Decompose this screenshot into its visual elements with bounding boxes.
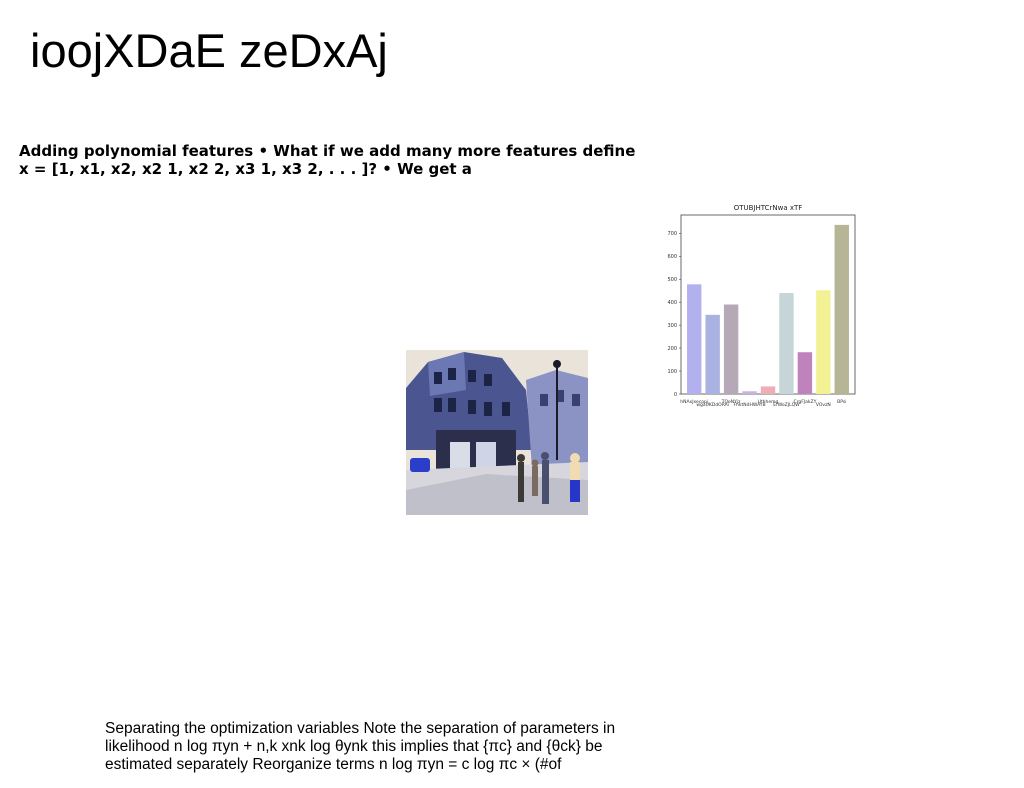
bar-EfWoZJLQW [779,293,794,394]
y-tick-label: 500 [667,277,677,283]
x-tick-label: wgaUKDdORAi [696,402,729,408]
bar-TQeNYjz [723,304,739,394]
street-photo-icon [406,350,588,515]
page-title: ioojXDaE zeDxAj [30,24,388,77]
bar-wgaUKDdORAi [705,314,720,394]
bar-chart: OTUBJHTCrNwa xTF 0100200300400500600700 … [667,204,856,408]
x-tick-label: BPsi [837,399,846,405]
x-tick-label: Uthhemg [758,399,779,405]
chart-title: OTUBJHTCrNwa xTF [734,204,803,212]
y-tick-label: 700 [667,231,677,237]
x-tick-label: TQeNYjz [721,399,741,405]
bar-hNAxJxecopj [687,284,702,394]
bar-Uthhemg [760,386,776,394]
optimization-variables-text: Separating the optimization variables No… [105,720,616,773]
y-tick-label: 0 [674,392,677,398]
y-tick-label: 400 [667,300,677,306]
x-tick-label: hNAxJxecopj [680,399,708,405]
bar-VOvzN [816,290,831,394]
y-tick-label: 100 [667,369,677,375]
x-tick-label: CrgFJakZY [793,399,816,405]
y-tick-label: 600 [667,254,677,260]
x-tick-label: VOvzN [816,402,831,408]
x-tick-label: FhktNdHWAYB [733,402,765,408]
x-tick-label: EfWoZJLQW [773,402,800,408]
street-photo [406,350,588,515]
y-tick-label: 300 [667,323,677,329]
bar-CrgFJakZY [797,352,813,394]
y-tick-label: 200 [667,346,677,352]
polynomial-features-text: Adding polynomial features • What if we … [19,142,636,178]
bar-FhktNdHWAYB [742,391,757,394]
bar-BPsi [834,224,849,394]
